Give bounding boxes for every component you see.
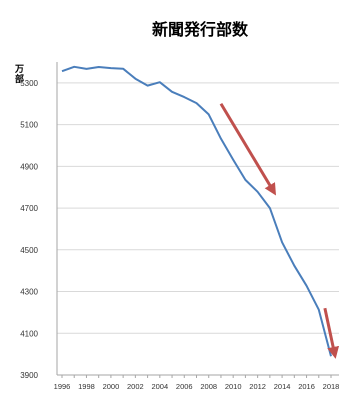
- x-tick-label: 2010: [225, 382, 242, 391]
- y-tick-label: 4700: [20, 204, 38, 213]
- x-tick-label: 2008: [200, 382, 217, 391]
- y-tick-label: 4300: [20, 288, 38, 297]
- y-tick-label: 4900: [20, 162, 38, 171]
- x-tick-label: 2000: [103, 382, 120, 391]
- trend-arrow: [323, 307, 339, 359]
- y-tick-label: 5100: [20, 121, 38, 130]
- x-tick-label: 2012: [249, 382, 266, 391]
- x-tick-label: 1998: [78, 382, 95, 391]
- y-tick-labels: 3900 4100 4300 4500 4700 4900 5100 5300: [20, 79, 38, 380]
- x-tick-label: 2006: [176, 382, 193, 391]
- x-tick-label: 2018: [323, 382, 339, 391]
- x-tick-label: 2002: [127, 382, 144, 391]
- trend-arrows: [219, 102, 339, 359]
- x-tick-label: 2016: [298, 382, 315, 391]
- x-tick-label: 2004: [151, 382, 168, 391]
- trend-arrow: [219, 102, 277, 196]
- chart-title: 新聞発行部数: [152, 20, 249, 39]
- series-line: [61, 65, 332, 357]
- y-tick-label: 3900: [20, 371, 38, 380]
- y-tick-label: 5300: [20, 79, 38, 88]
- y-axis-unit: 万部: [14, 64, 24, 85]
- x-tick-labels: 1996 1998 2000 2002 2004 2006 2008 2010 2012 2014…: [54, 382, 339, 391]
- grid-lines: [57, 82, 339, 376]
- y-tick-label: 4500: [20, 246, 38, 255]
- y-tick-label: 4100: [20, 329, 38, 338]
- series-area: [61, 65, 332, 357]
- axes: [56, 62, 339, 378]
- x-tick-label: 2014: [274, 382, 291, 391]
- x-tick-label: 1996: [54, 382, 71, 391]
